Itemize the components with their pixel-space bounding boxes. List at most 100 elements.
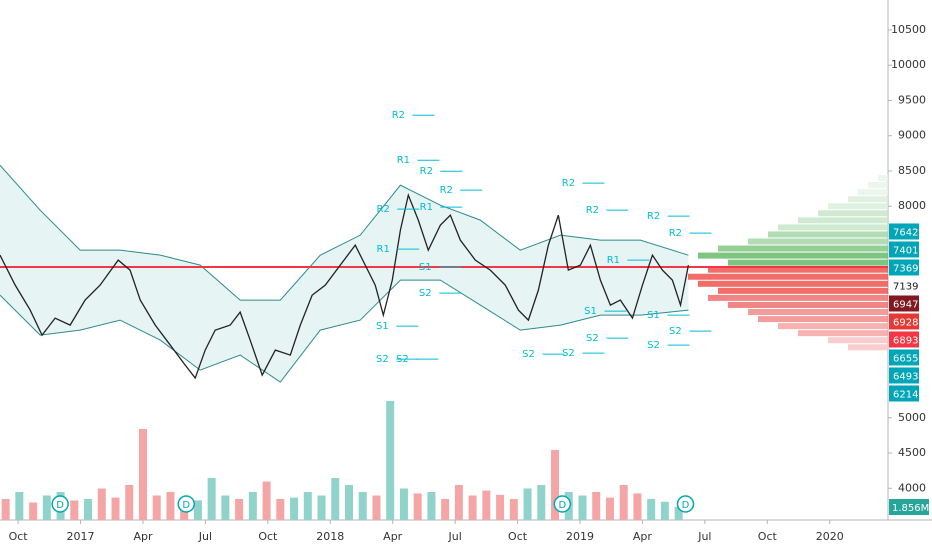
pivot-label: R2 xyxy=(669,228,682,239)
pivot-label: S2 xyxy=(419,288,432,299)
x-tick-label: Jul xyxy=(198,530,212,543)
x-tick-label: Oct xyxy=(508,530,528,543)
bollinger-fill xyxy=(0,165,689,383)
volume-profile-bar xyxy=(778,323,888,330)
price-tag-label: 6493 xyxy=(893,371,918,382)
x-tick-label: Oct xyxy=(758,530,778,543)
price-tag-label: 6655 xyxy=(893,353,918,364)
volume-bar xyxy=(207,478,216,520)
pivot-label: S2 xyxy=(562,348,575,359)
price-tag xyxy=(889,331,919,348)
x-tick-label: 2017 xyxy=(67,530,95,543)
volume-bar xyxy=(605,497,614,520)
volume-bar xyxy=(317,495,326,520)
price-line xyxy=(0,192,690,380)
dividend-label: D xyxy=(558,500,566,511)
pivot-label: S1 xyxy=(584,306,597,317)
volume-profile-bar xyxy=(848,196,888,203)
price-tag-label: 6928 xyxy=(893,317,918,328)
volume-bar xyxy=(193,500,202,520)
volume-bar xyxy=(674,507,683,520)
volume-profile-bar xyxy=(858,189,888,196)
pivot-label: S2 xyxy=(669,326,682,337)
dividend-marker xyxy=(676,495,695,513)
volume-bar xyxy=(619,485,628,520)
y-tick-label: 5000 xyxy=(898,411,926,424)
volume-bar xyxy=(152,495,161,520)
volume-profile-bar xyxy=(708,294,888,301)
volume-bar xyxy=(468,495,477,520)
x-tick-label: Jul xyxy=(697,530,711,543)
x-tick-label: Apr xyxy=(383,530,403,543)
volume-bar xyxy=(111,497,120,520)
price-tag xyxy=(889,259,919,276)
price-tag-label: 7401 xyxy=(893,245,918,256)
price-tag xyxy=(889,295,919,312)
volume-bar xyxy=(303,492,312,520)
volume-bar xyxy=(29,502,38,520)
pivot-label: S2 xyxy=(522,349,535,360)
dividend-marker xyxy=(553,495,572,513)
volume-profile-bar xyxy=(818,210,888,217)
volume-bar xyxy=(358,492,367,520)
volume-bar xyxy=(97,488,106,520)
price-tag xyxy=(889,349,919,366)
dividend-label: D xyxy=(682,500,690,511)
dividend-marker xyxy=(51,495,69,513)
y-tick-label: 8500 xyxy=(898,164,926,177)
price-tag xyxy=(889,277,919,294)
price-tag xyxy=(889,367,919,384)
y-tick-label: 8000 xyxy=(898,199,926,212)
volume-bar xyxy=(290,497,299,520)
volume-bar xyxy=(454,485,463,520)
volume-bar xyxy=(441,499,450,520)
price-tag-label: 7642 xyxy=(893,227,918,238)
x-tick-label: Apr xyxy=(133,530,153,543)
volume-profile-bar xyxy=(748,309,888,315)
volume-profile-bar xyxy=(698,280,888,287)
pivot-label: R2 xyxy=(586,205,599,216)
pivot-label: R2 xyxy=(377,204,390,215)
x-tick-label: Jul xyxy=(447,530,461,543)
pivot-label: S2 xyxy=(647,340,660,351)
pivot-label: S2 xyxy=(586,333,599,344)
pivot-label: R1 xyxy=(377,244,390,255)
volume-profile-bar xyxy=(698,252,888,259)
x-tick-label: Oct xyxy=(258,530,278,543)
volume-profile-bar xyxy=(768,231,888,238)
volume-bar xyxy=(537,485,546,520)
volume-profile-bar xyxy=(798,217,888,224)
dividend-marker xyxy=(177,495,196,513)
y-tick-label: 9000 xyxy=(898,129,926,142)
dividend-label: D xyxy=(182,500,190,511)
pivot-label: R2 xyxy=(440,185,453,196)
volume-profile-bar xyxy=(718,287,888,294)
volume-bar xyxy=(372,495,381,520)
y-tick-label: 4000 xyxy=(898,481,926,494)
volume-profile-bar xyxy=(868,182,888,189)
y-tick-label: 10500 xyxy=(891,23,926,36)
pivot-label: S1 xyxy=(647,310,660,321)
volume-profile-bar xyxy=(878,175,888,182)
volume-bar xyxy=(551,450,560,520)
volume-bar xyxy=(592,492,601,520)
pivot-label: S2 xyxy=(396,354,409,365)
volume-profile-bar xyxy=(688,273,888,280)
volume-bar xyxy=(262,481,271,520)
pivot-label: R1 xyxy=(420,202,433,213)
volume-bar xyxy=(235,499,244,520)
price-tag-label: 7139 xyxy=(893,281,918,292)
volume-bar xyxy=(70,500,79,520)
volume-bar xyxy=(633,493,642,520)
volume-profile-bar xyxy=(728,301,888,308)
x-tick-label: 2020 xyxy=(816,530,844,543)
volume-bar xyxy=(1,499,10,520)
volume-bar xyxy=(84,499,93,520)
bollinger-upper xyxy=(0,164,689,301)
pivot-label: R2 xyxy=(420,166,433,177)
price-tag xyxy=(889,313,919,330)
y-tick-label: 9500 xyxy=(898,93,926,106)
y-tick-label: 4500 xyxy=(898,446,926,459)
pivot-label: S1 xyxy=(419,262,432,273)
volume-bar xyxy=(138,429,147,520)
